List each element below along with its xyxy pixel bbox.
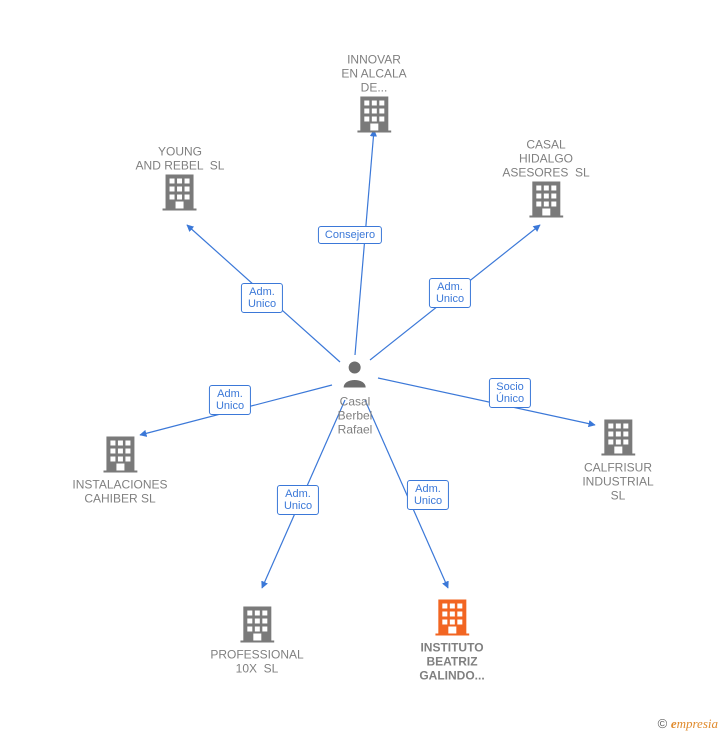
center-label: Casal Berbel Rafael — [338, 395, 373, 437]
company-label: INSTITUTO BEATRIZ GALINDO... — [419, 641, 484, 683]
edge-label-innovar: Consejero — [318, 226, 382, 244]
building-icon — [582, 418, 653, 461]
copyright-symbol: © — [658, 716, 668, 731]
company-label: CASAL HIDALGO ASESORES SL — [502, 138, 589, 180]
company-node-young[interactable]: YOUNG AND REBEL SL — [136, 145, 225, 216]
company-label: INSTALACIONES CAHIBER SL — [72, 478, 167, 506]
company-node-calfrisur[interactable]: CALFRISUR INDUSTRIAL SL — [582, 418, 653, 503]
company-node-instalaciones[interactable]: INSTALACIONES CAHIBER SL — [72, 435, 167, 506]
person-icon — [342, 360, 368, 393]
company-label: INNOVAR EN ALCALA DE... — [341, 53, 406, 95]
building-icon — [341, 95, 406, 138]
brand-name: empresia — [671, 716, 718, 731]
building-icon — [136, 173, 225, 216]
company-label: PROFESSIONAL 10X SL — [210, 648, 303, 676]
edge-label-instalaciones: Adm. Unico — [209, 385, 251, 415]
edge-label-casal_hidalgo: Adm. Unico — [429, 278, 471, 308]
company-node-instituto[interactable]: INSTITUTO BEATRIZ GALINDO... — [419, 598, 484, 683]
company-label: YOUNG AND REBEL SL — [136, 145, 225, 173]
footer: © empresia — [658, 716, 718, 732]
edge-label-calfrisur: Socio Único — [489, 378, 531, 408]
edge-label-young: Adm. Unico — [241, 283, 283, 313]
building-icon — [210, 605, 303, 648]
company-node-innovar[interactable]: INNOVAR EN ALCALA DE... — [341, 53, 406, 138]
edge-label-professional: Adm. Unico — [277, 485, 319, 515]
company-node-professional[interactable]: PROFESSIONAL 10X SL — [210, 605, 303, 676]
building-icon — [502, 180, 589, 223]
company-node-casal_hidalgo[interactable]: CASAL HIDALGO ASESORES SL — [502, 138, 589, 223]
building-icon — [72, 435, 167, 478]
edge-label-instituto: Adm. Unico — [407, 480, 449, 510]
edge-calfrisur — [378, 378, 595, 425]
company-label: CALFRISUR INDUSTRIAL SL — [582, 461, 653, 503]
building-icon — [419, 598, 484, 641]
center-person-node: Casal Berbel Rafael — [338, 360, 373, 437]
diagram-canvas: Consejero INNOVAR EN ALCALA DE... Adm. Un… — [0, 0, 728, 740]
